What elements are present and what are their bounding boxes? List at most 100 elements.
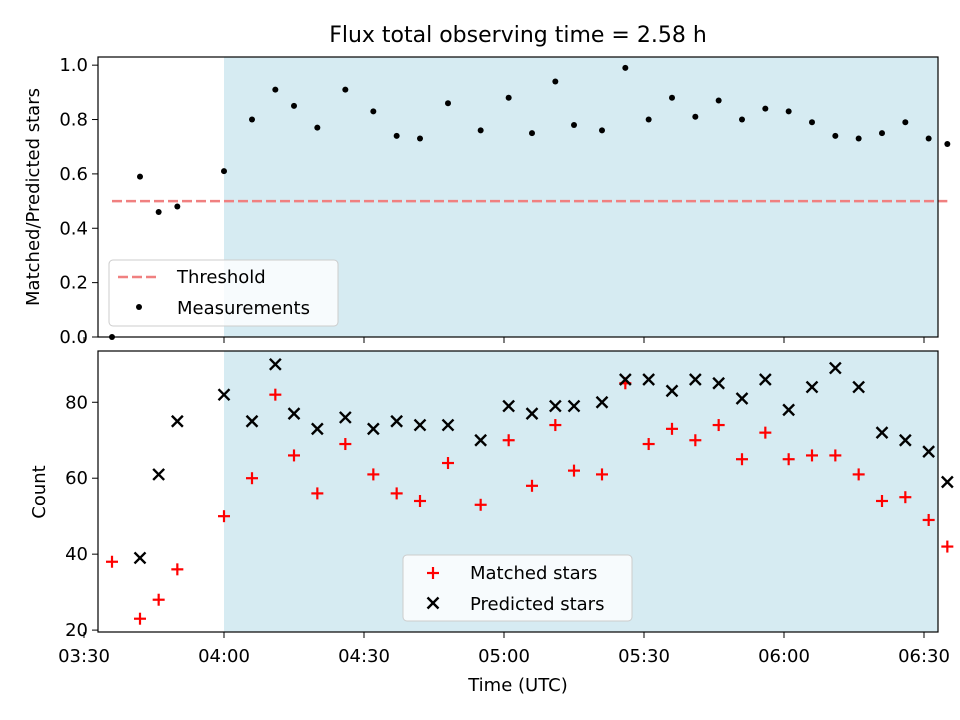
bottom-plot-frame xyxy=(97,350,939,633)
y-tick-label: 0.2 xyxy=(59,273,88,294)
measurement-point xyxy=(552,78,559,85)
marker-stroke xyxy=(712,376,726,390)
marker-stroke xyxy=(665,384,679,398)
measurement-point xyxy=(393,132,400,139)
measurement-point xyxy=(249,116,255,123)
matched-point xyxy=(442,457,454,470)
marker-stroke xyxy=(852,380,866,394)
matched-point xyxy=(526,479,538,492)
top-shaded-region xyxy=(224,57,938,337)
marker-stroke xyxy=(390,414,404,428)
marker-stroke xyxy=(474,433,488,447)
marker-stroke xyxy=(805,380,819,394)
matched-point xyxy=(782,453,795,466)
matched-point xyxy=(852,468,865,481)
measurement-point xyxy=(622,64,629,71)
predicted-point xyxy=(898,433,912,447)
measurement-point xyxy=(370,108,377,115)
measurement-point xyxy=(529,130,535,137)
y-tick-label: 80 xyxy=(65,392,88,413)
measurement-point xyxy=(599,127,605,134)
legend-predicted-swatch xyxy=(426,596,440,610)
marker-stroke xyxy=(595,395,609,409)
marker-stroke xyxy=(338,411,352,424)
marker-stroke xyxy=(758,373,772,386)
matched-point xyxy=(106,555,118,568)
predicted-point xyxy=(287,407,301,421)
y-tick-label: 20 xyxy=(65,620,88,641)
predicted-point xyxy=(758,373,772,386)
measurement-point xyxy=(715,97,722,104)
marker-stroke xyxy=(735,392,749,405)
matched-point xyxy=(474,498,487,511)
measurement-point xyxy=(785,108,792,115)
marker-stroke xyxy=(502,399,516,413)
top-panel: 0.0 0.2 0.4 0.6 0.8 1.0 Matched/Predicted sta… xyxy=(23,55,951,348)
predicted-point xyxy=(805,380,819,394)
measurement-point xyxy=(809,119,815,126)
measurement-point xyxy=(571,121,577,128)
marker-stroke xyxy=(782,403,796,417)
x-tick-label: 05:00 xyxy=(478,646,530,667)
legend-x-marker xyxy=(426,596,440,610)
marker-stroke xyxy=(170,414,184,428)
measurement-point xyxy=(291,102,297,109)
matched-point xyxy=(152,593,165,606)
predicted-point xyxy=(922,445,936,458)
measurement-point xyxy=(505,94,512,101)
marker-stroke xyxy=(567,399,581,413)
legend-matched-label: Matched stars xyxy=(470,563,597,584)
predicted-point xyxy=(852,380,866,394)
legend-predicted-label: Predicted stars xyxy=(470,594,604,615)
marker-stroke xyxy=(287,407,301,421)
x-axis-label: Time (UTC) xyxy=(467,675,568,696)
matched-point xyxy=(246,472,258,485)
matched-point xyxy=(596,468,608,481)
legend-measurements-swatch xyxy=(136,304,142,310)
predicted-point xyxy=(525,407,539,421)
matched-point xyxy=(390,487,403,500)
measurement-point xyxy=(692,113,699,120)
x-tick-label: 06:00 xyxy=(758,646,810,667)
predicted-point xyxy=(474,433,488,447)
marker-stroke xyxy=(828,361,842,375)
predicted-point xyxy=(217,388,231,402)
predicted-point xyxy=(688,373,702,386)
matched-point xyxy=(311,487,324,500)
y-tick-label: 0.6 xyxy=(59,164,88,185)
measurement-point xyxy=(855,135,862,142)
predicted-point xyxy=(875,426,889,439)
bottom-y-axis-label: Count xyxy=(29,465,50,518)
top-legend: Threshold Measurements xyxy=(108,259,339,327)
marker-stroke xyxy=(922,445,936,458)
matched-point xyxy=(414,494,426,507)
marker-stroke xyxy=(441,418,455,432)
marker-stroke xyxy=(548,399,562,413)
matched-point xyxy=(568,464,580,477)
measurement-point xyxy=(155,208,162,215)
predicted-point xyxy=(310,422,324,436)
predicted-point xyxy=(940,475,954,489)
marker-stroke xyxy=(268,357,282,371)
measurement-point xyxy=(739,116,745,123)
y-tick-label: 0.0 xyxy=(59,327,88,348)
y-tick-label: 40 xyxy=(65,544,88,565)
measurement-point xyxy=(879,130,885,137)
top-y-axis-label: Matched/Predicted stars xyxy=(23,88,44,306)
measurement-point xyxy=(174,203,181,210)
matched-point xyxy=(899,491,912,504)
predicted-point xyxy=(245,414,259,428)
measurement-point xyxy=(445,100,451,107)
x-tick-label: 03:30 xyxy=(58,646,110,667)
measurement-point xyxy=(314,124,321,131)
measurement-point xyxy=(832,132,839,139)
measurement-points xyxy=(109,64,951,340)
matched-point xyxy=(829,449,842,462)
matched-star-points xyxy=(106,377,954,625)
predicted-star-points xyxy=(133,357,954,565)
bottom-y-ticks: 20 40 60 80 xyxy=(65,392,98,641)
legend-threshold-label: Threshold xyxy=(176,267,266,288)
predicted-point xyxy=(338,411,352,424)
predicted-point xyxy=(642,373,656,386)
